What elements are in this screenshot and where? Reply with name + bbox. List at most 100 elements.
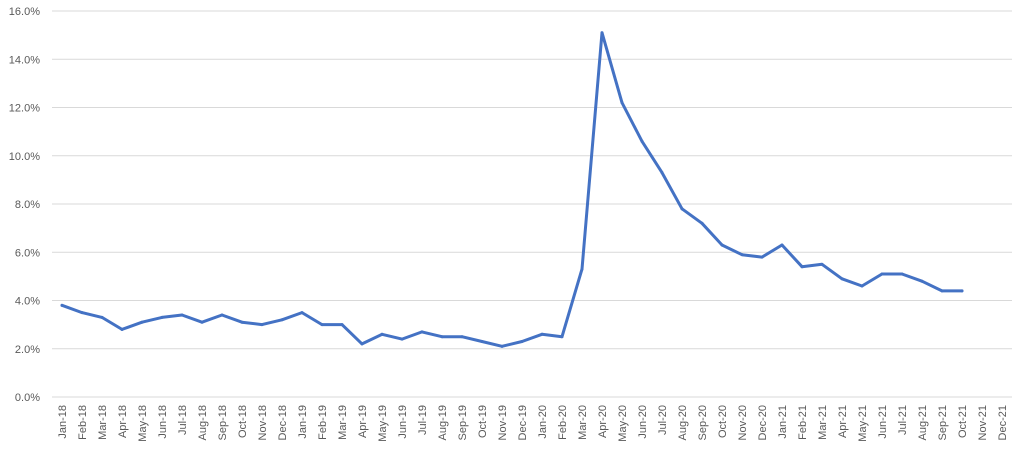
data-point [300,311,304,315]
y-tick-label: 8.0% [15,199,40,211]
data-point [880,272,884,276]
data-point [140,320,144,324]
data-point [960,289,964,293]
series-line-group [60,31,964,348]
x-tick-label: Nov-20 [737,405,749,440]
data-point [120,327,124,331]
x-tick-label: Nov-21 [977,405,989,440]
x-tick-label: Aug-19 [437,405,449,440]
data-point [600,31,604,35]
x-tick-label: Jan-20 [537,405,549,439]
y-tick-label: 12.0% [9,103,40,115]
x-tick-label: Mar-21 [817,405,829,440]
data-point [460,335,464,339]
data-point [320,323,324,327]
data-point [180,313,184,317]
data-point [80,311,84,315]
data-point [680,207,684,211]
x-tick-label: Mar-18 [97,405,109,440]
data-point [920,279,924,283]
data-point [800,265,804,269]
series-line [60,31,964,348]
x-tick-label: Sep-18 [217,405,229,440]
x-tick-label: Nov-18 [257,405,269,440]
data-point [540,332,544,336]
data-point [340,323,344,327]
x-tick-label: Jan-18 [57,405,69,439]
x-tick-label: Jun-20 [637,405,649,439]
data-point [900,272,904,276]
data-point [560,335,564,339]
data-point [520,340,524,344]
x-tick-label: Sep-21 [937,405,949,440]
x-tick-label: Mar-19 [337,405,349,440]
x-tick-label: Aug-20 [677,405,689,440]
data-point [220,313,224,317]
data-point [480,340,484,344]
data-point [60,303,64,307]
x-tick-label: Sep-19 [457,405,469,440]
y-tick-label: 16.0% [9,6,40,18]
data-point [940,289,944,293]
y-tick-label: 2.0% [15,344,40,356]
x-tick-label: Apr-20 [597,405,609,438]
x-tick-label: Apr-21 [837,405,849,438]
x-tick-label: May-20 [617,405,629,442]
data-point [440,335,444,339]
gridlines [52,10,1012,350]
data-point [200,320,204,324]
x-tick-label: Oct-21 [957,405,969,438]
data-point [700,221,704,225]
y-tick-label: 4.0% [15,296,40,308]
data-point [400,337,404,341]
data-point [820,262,824,266]
data-point [780,243,784,247]
x-tick-label: May-21 [857,405,869,442]
x-tick-label: Feb-19 [317,405,329,440]
x-tick-label: Jul-19 [417,405,429,435]
x-tick-label: Feb-20 [557,405,569,440]
x-tick-label: Aug-21 [917,405,929,440]
x-tick-label: Dec-19 [517,405,529,440]
data-point [100,315,104,319]
x-tick-label: Feb-18 [77,405,89,440]
x-tick-label: Apr-19 [357,405,369,438]
data-point [240,320,244,324]
x-tick-label: Mar-20 [577,405,589,440]
x-tick-label: May-19 [377,405,389,442]
x-tick-label: Jun-19 [397,405,409,439]
x-tick-label: Jul-18 [177,405,189,435]
x-tick-label: Dec-20 [757,405,769,440]
x-tick-label: Dec-18 [277,405,289,440]
x-tick-label: Sep-20 [697,405,709,440]
y-tick-label: 14.0% [9,54,40,66]
data-point [360,342,364,346]
x-tick-label: Jun-21 [877,405,889,439]
data-point [740,253,744,257]
x-tick-label: May-18 [137,405,149,442]
data-point [720,243,724,247]
data-point [420,330,424,334]
x-tick-label: Jan-21 [777,405,789,439]
data-point [840,277,844,281]
y-tick-label: 0.0% [15,392,40,404]
x-tick-label: Aug-18 [197,405,209,440]
x-tick-label: Apr-18 [117,405,129,438]
data-point [660,171,664,175]
data-point [160,315,164,319]
y-tick-label: 6.0% [15,247,40,259]
x-tick-label: Feb-21 [797,405,809,440]
x-tick-label: Dec-21 [997,405,1009,440]
data-point [760,255,764,259]
x-tick-label: Nov-19 [497,405,509,440]
y-tick-label: 10.0% [9,151,40,163]
x-axis-tick-labels: Jan-18 Feb-18 Mar-18 Apr-18 May-18 Jun-18 Jul-… [57,405,1009,442]
x-tick-label: Oct-19 [477,405,489,438]
y-axis-tick-labels: 0.0% 2.0% 4.0% 6.0% 8.0% 10.0% 12.0% 14.0% 16.0% [9,6,40,404]
x-tick-label: Jan-19 [297,405,309,439]
data-point [640,139,644,143]
data-point [500,344,504,348]
data-point [380,332,384,336]
x-tick-label: Jun-18 [157,405,169,439]
